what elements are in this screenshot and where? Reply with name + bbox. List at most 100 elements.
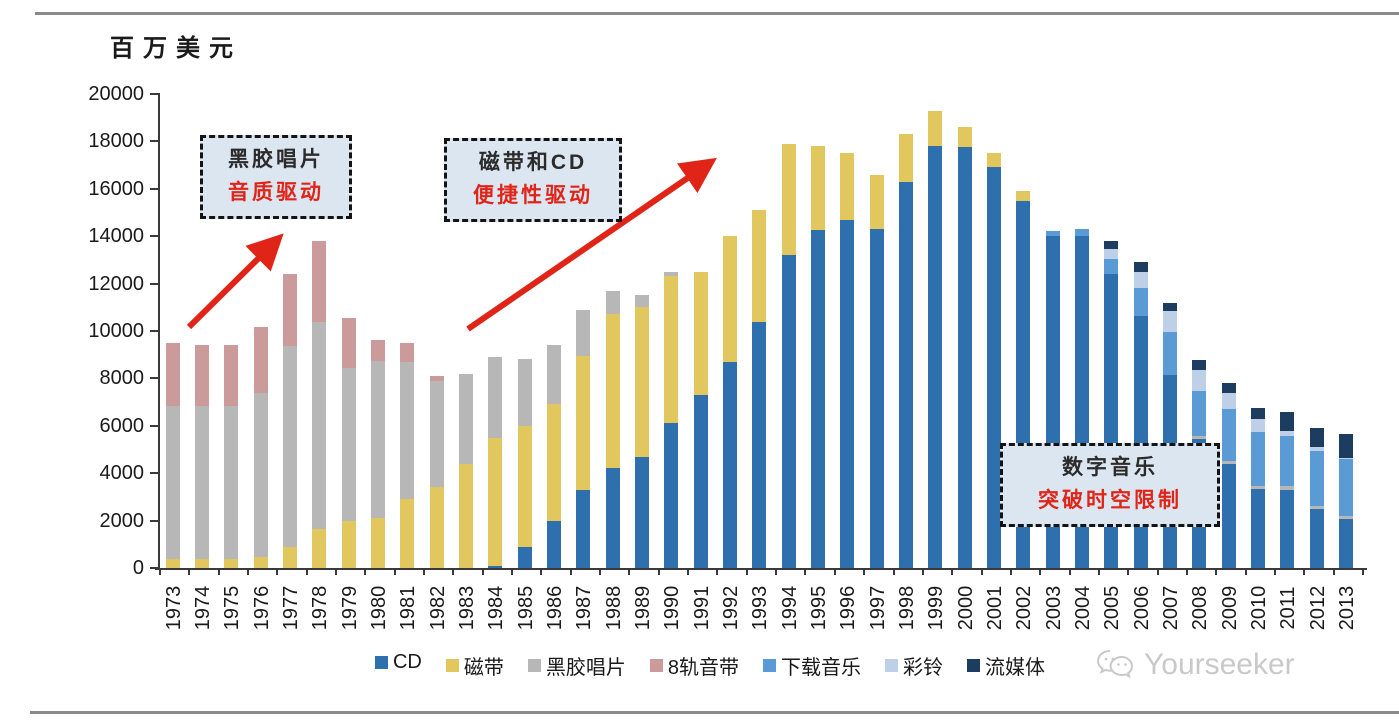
bar-1978-eight_track — [312, 240, 327, 322]
x-tick-label-1991: 1991 — [690, 585, 713, 631]
bar-1990-cassette — [664, 276, 679, 424]
x-tick-label-1975: 1975 — [221, 585, 244, 631]
x-tick-label-1999: 1999 — [925, 585, 948, 631]
x-tick-40 — [1332, 568, 1335, 575]
legend-label-eight_track: 8轨音带 — [667, 657, 739, 679]
x-tick-31 — [1068, 568, 1071, 575]
bar-1974-eight_track — [194, 345, 209, 406]
x-tick-label-2005: 2005 — [1101, 585, 1124, 631]
bar-1980-eight_track — [370, 340, 385, 361]
bar-1974-vinyl — [194, 405, 209, 559]
x-axis-line — [155, 568, 1367, 570]
legend-label-downloads: 下载音乐 — [781, 657, 861, 679]
legend-label-cassette: 磁带 — [463, 657, 504, 679]
bar-1988-cassette — [605, 314, 620, 469]
bar-1994-cassette — [781, 143, 796, 256]
x-tick-29 — [1009, 568, 1012, 575]
bar-1980-cassette — [370, 518, 385, 568]
bar-2010-vinyl — [1251, 486, 1266, 489]
x-tick-label-1992: 1992 — [719, 585, 742, 631]
bar-1975-eight_track — [224, 345, 239, 406]
y-axis-line — [158, 93, 160, 570]
top-divider — [35, 12, 1399, 15]
legend-swatch-eight_track — [649, 659, 663, 672]
x-tick-label-1984: 1984 — [485, 585, 508, 631]
bar-1978-cassette — [312, 528, 327, 568]
bar-2013-ringtones — [1339, 457, 1354, 459]
x-tick-label-2000: 2000 — [954, 585, 977, 631]
x-tick-label-1990: 1990 — [661, 585, 684, 631]
x-tick-8 — [393, 568, 396, 575]
y-tick-0 — [150, 567, 158, 569]
bar-2007-streaming — [1163, 302, 1178, 311]
legend-swatch-downloads — [763, 659, 776, 672]
bar-1974-cassette — [194, 558, 209, 568]
bar-1985-vinyl — [517, 359, 532, 426]
y-tick-label-4000: 4000 — [99, 462, 145, 485]
bar-1996-cassette — [840, 153, 855, 220]
y-tick-label-12000: 12000 — [88, 272, 144, 295]
bar-1986-vinyl — [546, 345, 561, 405]
bar-1999-cd — [928, 146, 943, 568]
x-tick-35 — [1185, 568, 1188, 575]
x-tick-label-1993: 1993 — [749, 585, 772, 631]
y-tick-label-2000: 2000 — [99, 509, 145, 532]
x-tick-label-1983: 1983 — [455, 585, 478, 631]
bar-2010-cd — [1251, 488, 1266, 568]
bar-1986-cassette — [546, 404, 561, 521]
watermark: Yourseeker — [1096, 648, 1295, 682]
bar-2006-downloads — [1133, 288, 1148, 316]
bar-1998-cassette — [899, 134, 913, 182]
wechat-icon — [1096, 650, 1134, 679]
bar-2002-cassette — [1016, 191, 1031, 201]
x-tick-0 — [159, 568, 161, 575]
bar-1983-vinyl — [458, 373, 473, 464]
bar-1986-cd — [546, 520, 561, 568]
x-tick-label-1982: 1982 — [426, 585, 449, 631]
bar-1977-cassette — [282, 546, 297, 568]
bar-1975-cassette — [224, 558, 239, 568]
y-tick-label-0: 0 — [132, 557, 144, 579]
x-tick-16 — [628, 568, 631, 575]
annotation-digital-era-title: 数字音乐 — [1062, 456, 1158, 480]
legend-swatch-vinyl — [527, 659, 541, 672]
y-tick-14000 — [150, 235, 158, 238]
bar-1982-eight_track — [429, 376, 444, 381]
x-tick-label-1973: 1973 — [162, 585, 185, 631]
y-tick-2000 — [150, 519, 158, 522]
x-tick-14 — [569, 568, 572, 575]
x-tick-6 — [335, 568, 338, 575]
bar-2006-cd — [1133, 315, 1148, 568]
x-tick-15 — [599, 568, 602, 575]
bar-1987-cassette — [576, 355, 591, 490]
x-tick-17 — [657, 568, 660, 575]
bar-1988-cd — [605, 468, 620, 568]
bar-2012-streaming — [1309, 428, 1324, 448]
bar-1999-cassette — [928, 110, 943, 147]
bar-1979-eight_track — [341, 317, 356, 368]
x-tick-label-1981: 1981 — [397, 585, 420, 631]
x-tick-36 — [1215, 568, 1218, 575]
bar-2005-downloads — [1104, 258, 1119, 275]
bar-2010-ringtones — [1251, 418, 1266, 432]
legend-item-downloads: 下载音乐 — [763, 651, 861, 680]
bar-1977-vinyl — [282, 346, 297, 547]
x-tick-5 — [305, 568, 308, 575]
bar-1981-eight_track — [400, 342, 415, 362]
bar-1979-vinyl — [341, 367, 356, 521]
x-tick-27 — [951, 568, 954, 575]
bar-1980-vinyl — [370, 360, 385, 519]
legend: CD 磁带 黑胶唱片 8轨音带 下载音乐 彩铃 流媒体 — [100, 651, 1320, 680]
x-tick-label-1976: 1976 — [250, 585, 273, 631]
x-tick-9 — [423, 568, 426, 575]
x-tick-label-2011: 2011 — [1277, 586, 1300, 630]
bar-1989-vinyl — [634, 295, 649, 308]
x-tick-7 — [364, 568, 367, 575]
bar-1995-cassette — [810, 146, 825, 231]
annotation-cd-era-subtitle: 便捷性驱动 — [473, 184, 593, 207]
y-tick-8000 — [150, 377, 158, 380]
bar-2011-cd — [1280, 489, 1295, 568]
bar-1993-cassette — [752, 210, 767, 322]
annotation-cd-era: 磁带和CD 便捷性驱动 — [444, 138, 622, 222]
x-tick-11 — [481, 568, 484, 575]
